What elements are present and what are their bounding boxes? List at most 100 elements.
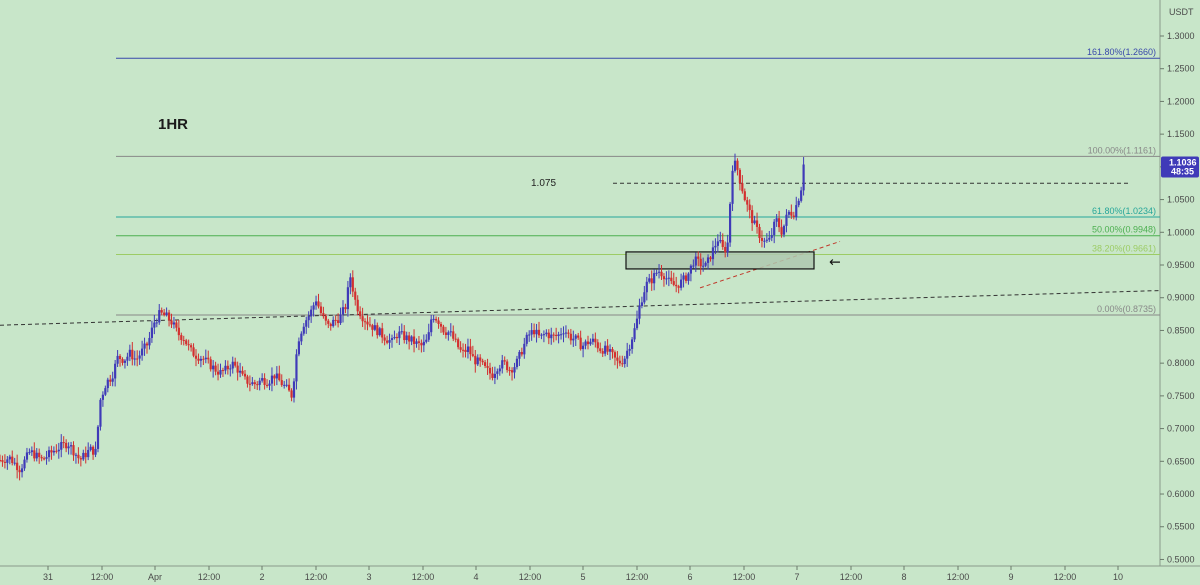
candle-body — [618, 360, 621, 364]
candle-body — [312, 305, 315, 310]
candle-body — [704, 262, 707, 266]
candle-body — [785, 214, 788, 226]
candle-body — [444, 332, 447, 335]
candle-body — [221, 370, 225, 372]
candle-body — [175, 322, 178, 328]
candle-body — [305, 320, 308, 327]
candle-body — [329, 323, 332, 327]
candle-body — [790, 211, 793, 216]
candle-body — [746, 200, 749, 205]
candle-body — [442, 326, 445, 333]
candle-body — [11, 456, 14, 463]
y-tick-label: 0.9500 — [1167, 260, 1195, 270]
y-tick-label: 0.6000 — [1167, 489, 1195, 499]
candle-body — [582, 345, 585, 350]
candle-body — [628, 348, 631, 351]
candle-body — [616, 357, 619, 361]
candle-body — [275, 373, 278, 379]
x-tick-label: 31 — [43, 572, 53, 582]
candle-body — [334, 319, 337, 321]
price-axis-background — [1160, 0, 1200, 585]
candle-body — [141, 348, 144, 356]
candle-body — [160, 310, 163, 313]
candle-body — [427, 332, 430, 340]
candle-body — [559, 334, 563, 336]
candle-body — [82, 452, 85, 460]
candle-body — [297, 341, 300, 355]
x-tick-label: 12:00 — [91, 572, 114, 582]
candle-body — [533, 330, 536, 335]
candle-body — [104, 388, 107, 395]
candle-body — [204, 357, 207, 360]
candle-body — [241, 370, 244, 374]
candle-body — [0, 459, 2, 461]
candle-body — [145, 343, 149, 346]
candle-body — [229, 368, 232, 370]
candle-body — [339, 314, 342, 324]
candle-body — [273, 375, 276, 379]
x-tick-label: 9 — [1008, 572, 1013, 582]
candle-body — [589, 341, 592, 345]
candle-body — [138, 355, 141, 359]
candle-body — [35, 452, 38, 459]
candle-body — [635, 318, 639, 329]
candle-body — [261, 378, 264, 381]
candle-body — [226, 365, 229, 370]
candle-body — [170, 320, 173, 325]
candle-body — [30, 450, 33, 453]
candle-body — [50, 450, 53, 453]
candle-body — [452, 331, 455, 339]
x-tick-label: 4 — [473, 572, 478, 582]
candle-body — [314, 301, 318, 306]
candle-body — [535, 329, 538, 335]
candle-body — [366, 321, 369, 325]
candle-body — [62, 442, 65, 444]
candle-body — [253, 382, 256, 385]
candle-body — [706, 257, 710, 263]
candle-body — [354, 291, 357, 300]
candle-body — [246, 376, 249, 384]
candle-body — [243, 373, 247, 377]
candle-body — [461, 349, 465, 351]
candle-body — [547, 332, 550, 339]
candle-body — [236, 365, 239, 373]
candle-body — [493, 373, 496, 378]
candle-body — [16, 462, 19, 471]
candle-body — [604, 345, 607, 354]
candle-body — [474, 355, 477, 365]
candle-body — [106, 379, 109, 389]
candle-body — [368, 324, 372, 326]
candle-body — [491, 373, 494, 378]
candle-body — [163, 312, 166, 315]
candle-body — [234, 361, 237, 366]
candle-body — [40, 457, 43, 459]
candle-body — [479, 357, 482, 361]
candle-body — [383, 337, 386, 341]
candle-body — [755, 220, 759, 227]
y-tick-label: 0.5000 — [1167, 554, 1195, 564]
candle-body — [20, 468, 24, 473]
candle-body — [285, 384, 288, 386]
candle-body — [114, 363, 117, 379]
candle-body — [77, 454, 80, 459]
candle-body — [702, 265, 705, 267]
candle-body — [290, 390, 293, 398]
candle-body — [721, 240, 724, 247]
candle-body — [13, 462, 16, 464]
x-tick-label: 5 — [580, 572, 585, 582]
candle-body — [439, 323, 443, 327]
candle-body — [292, 381, 296, 398]
candle-body — [278, 373, 281, 381]
current-price-tag-bg — [1161, 156, 1199, 178]
candle-body — [579, 337, 582, 350]
candle-body — [672, 281, 675, 285]
candle-body — [684, 275, 688, 281]
candle-body — [283, 384, 286, 386]
candle-body — [400, 331, 403, 333]
candle-body — [118, 355, 122, 360]
candle-body — [425, 339, 428, 342]
candle-body — [660, 271, 663, 277]
candle-body — [420, 342, 423, 346]
candle-body — [121, 359, 124, 363]
candle-body — [422, 341, 425, 346]
